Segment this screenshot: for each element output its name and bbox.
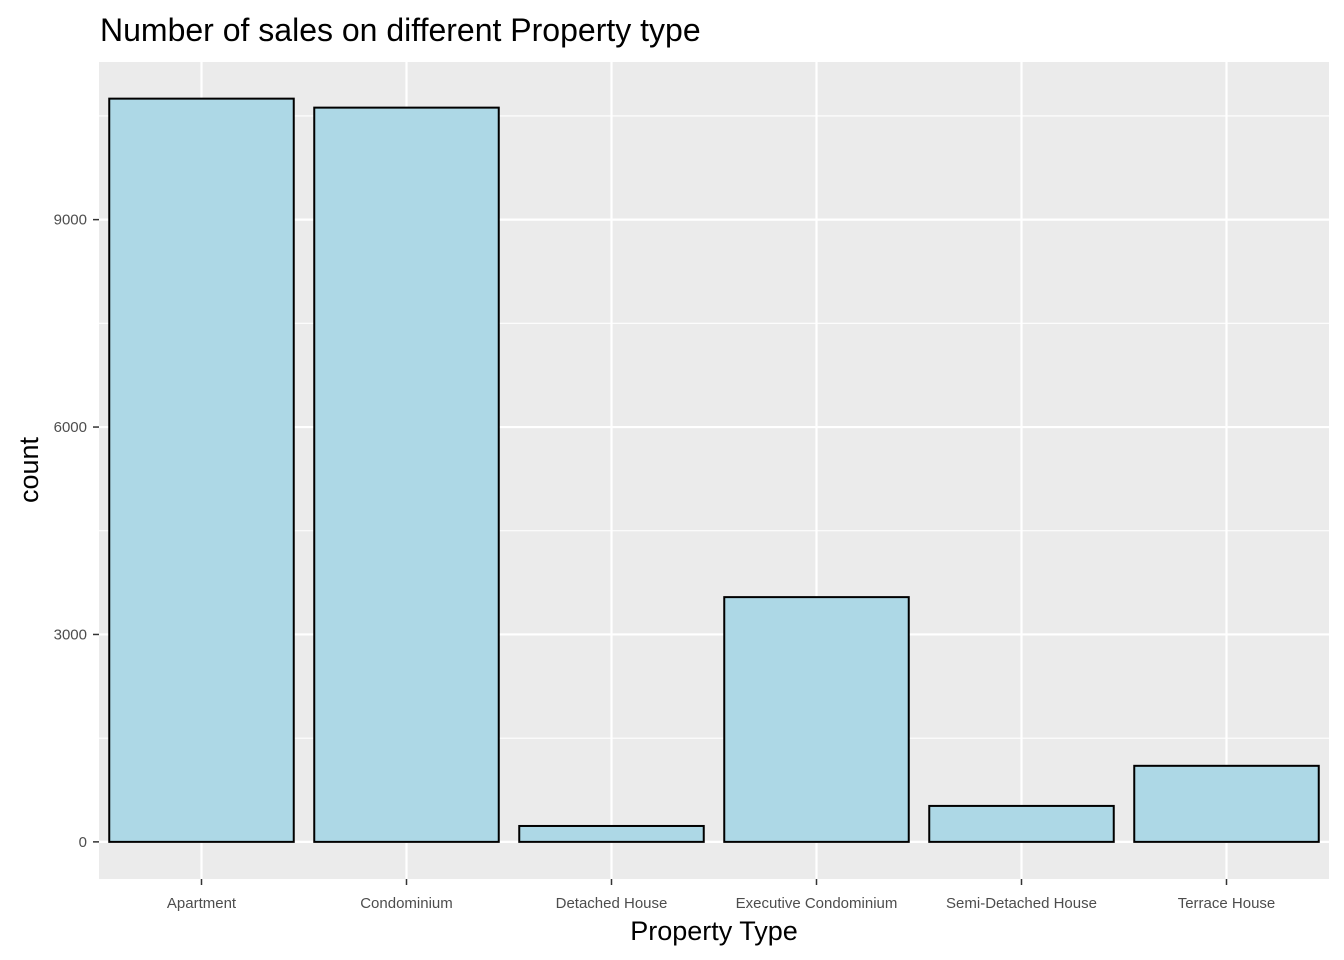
y-tick-label: 0	[79, 834, 87, 851]
x-tick-label: Terrace House	[1178, 895, 1276, 912]
bar-condominium	[313, 106, 500, 843]
y-axis-title: count	[14, 436, 44, 503]
x-tick-label: Semi-Detached House	[946, 895, 1097, 912]
x-tick-label: Detached House	[556, 895, 668, 912]
x-axis-title: Property Type	[630, 916, 798, 946]
x-axis: Apartment Condominium Detached House Execut…	[167, 879, 1275, 912]
y-tick-label: 6000	[54, 419, 87, 436]
bar-semi-detached-house	[928, 804, 1115, 843]
y-tick-label: 9000	[54, 212, 87, 229]
bar-executive-condominium	[723, 596, 910, 843]
chart-title: Number of sales on different Property ty…	[100, 12, 701, 48]
minor-gridlines	[99, 115, 1329, 739]
plot-panel	[99, 62, 1329, 879]
bar-terrace-house	[1133, 764, 1320, 843]
bar-apartment	[108, 97, 295, 843]
x-tick-label: Executive Condominium	[736, 895, 898, 912]
x-tick-label: Condominium	[360, 895, 453, 912]
y-axis: 0 3000 6000 9000	[54, 212, 99, 851]
bar-detached-house	[518, 824, 705, 843]
y-tick-label: 3000	[54, 626, 87, 643]
bars	[108, 97, 1320, 843]
x-tick-label: Apartment	[167, 895, 237, 912]
